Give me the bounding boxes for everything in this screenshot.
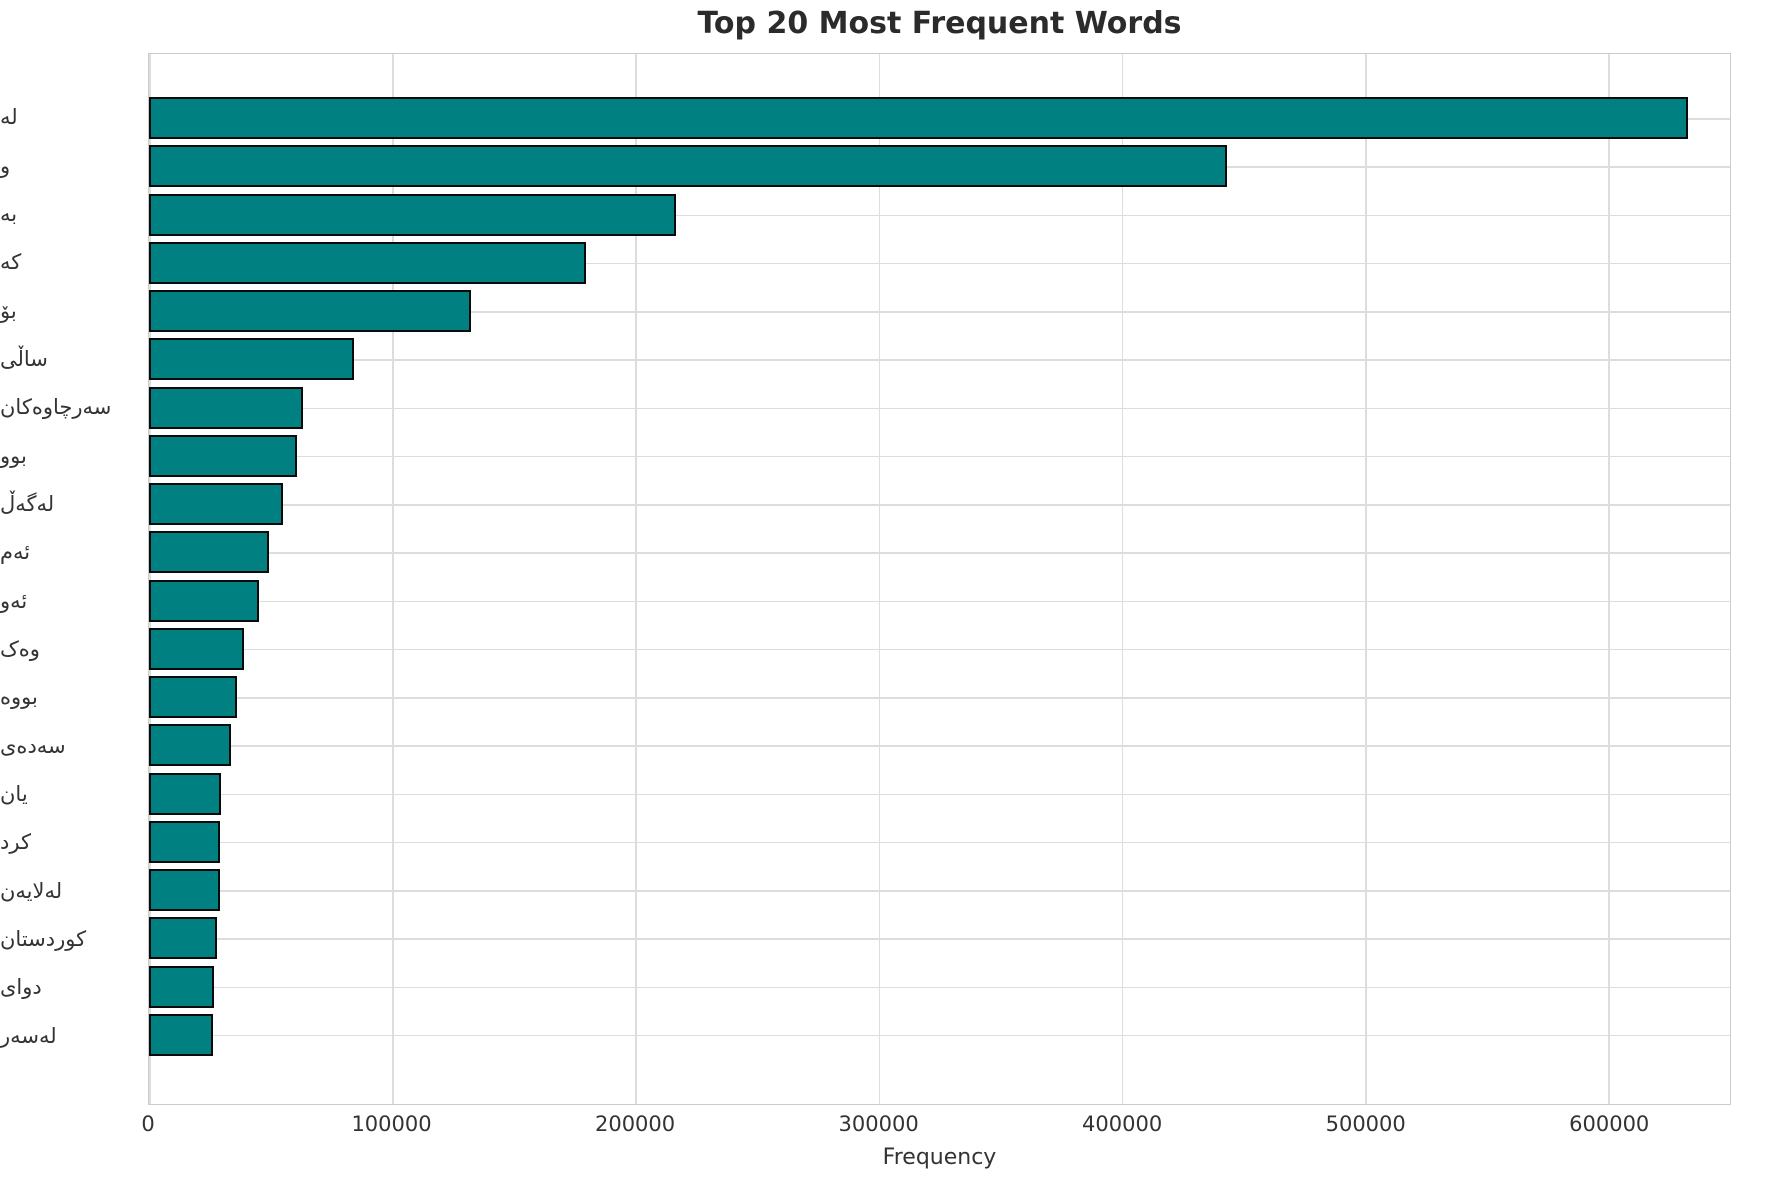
h-gridline: [149, 697, 1730, 699]
y-tick-label: کە: [0, 250, 22, 275]
frequency-bar: [149, 386, 304, 429]
h-gridline: [149, 359, 1730, 361]
h-gridline: [149, 600, 1730, 603]
y-tick-label: بە: [0, 201, 18, 226]
y-axis-labels: لە و بە کە بۆ ساڵی سەرچاوەکان بوو لەگەڵ ئەم ئەو وەک…: [0, 93, 136, 1060]
bar-row: [149, 577, 1730, 625]
y-tick-label: لەسەر: [0, 1023, 57, 1048]
bar-row: [149, 480, 1730, 528]
h-gridline: [149, 407, 1730, 410]
y-tick-label: لەلایەن: [0, 878, 63, 903]
frequency-bar: [149, 483, 283, 526]
frequency-bar: [149, 531, 270, 574]
h-gridline: [149, 986, 1730, 989]
bar-row: [149, 191, 1730, 239]
frequency-bar: [149, 434, 298, 477]
y-tick-label: دوای: [0, 975, 42, 1000]
y-tick-label: لە: [0, 105, 18, 130]
v-gridline: [635, 54, 637, 1104]
bar-row: [149, 1011, 1730, 1059]
h-gridline: [149, 890, 1730, 892]
y-tick-label: کوردستان: [0, 927, 87, 952]
bar-row: [149, 963, 1730, 1011]
y-tick-label: بوو: [0, 443, 27, 468]
frequency-bar: [149, 724, 231, 767]
bar-row: [149, 432, 1730, 480]
h-gridline: [149, 455, 1730, 458]
v-gridline: [1365, 54, 1367, 1104]
bar-row: [149, 142, 1730, 190]
frequency-bar: [149, 193, 676, 236]
frequency-bar: [149, 965, 214, 1008]
h-gridline: [149, 745, 1730, 747]
frequency-bar: [149, 820, 220, 863]
bar-row: [149, 721, 1730, 769]
chart-title: Top 20 Most Frequent Words: [697, 6, 1182, 41]
x-tick-label: 100000: [351, 1112, 432, 1136]
h-gridline: [149, 262, 1730, 265]
v-gridline: [1121, 54, 1124, 1104]
bar-row: [149, 866, 1730, 914]
v-gridline: [878, 54, 881, 1104]
y-tick-label: کرد: [0, 830, 31, 855]
bar-rows: [149, 94, 1730, 1059]
v-gridline: [392, 54, 394, 1104]
frequency-bar: [149, 290, 471, 333]
h-gridline: [149, 504, 1730, 506]
x-tick-label: 600000: [1569, 1112, 1650, 1136]
bar-row: [149, 94, 1730, 142]
y-tick-label: ئەم: [0, 540, 31, 565]
h-gridline: [149, 841, 1730, 844]
frequency-bar: [149, 579, 260, 622]
bar-row: [149, 673, 1730, 721]
frequency-bar: [149, 676, 237, 719]
bar-row: [149, 528, 1730, 576]
h-gridline: [149, 311, 1730, 313]
frequency-bar: [149, 917, 217, 960]
bar-row: [149, 914, 1730, 962]
frequency-bar: [149, 869, 220, 912]
bar-row: [149, 625, 1730, 673]
h-gridline: [149, 214, 1730, 217]
x-axis-ticks: 0 100000 200000 300000 400000 500000 600000: [141, 1112, 1731, 1142]
y-tick-label: لەگەڵ: [0, 491, 55, 516]
frequency-bar: [149, 241, 587, 284]
x-axis-title: Frequency: [882, 1145, 997, 1170]
h-gridline: [149, 793, 1730, 796]
frequency-bar: [149, 627, 244, 670]
bar-row: [149, 287, 1730, 335]
bar-row: [149, 335, 1730, 383]
bar-row: [149, 770, 1730, 818]
y-tick-label: وەک: [0, 636, 40, 661]
plot-area: [148, 53, 1731, 1105]
y-tick-label: بۆ: [0, 298, 17, 323]
y-tick-label: ئەو: [0, 588, 28, 613]
h-gridline: [149, 648, 1730, 651]
h-gridline: [149, 1034, 1730, 1037]
bar-row: [149, 239, 1730, 287]
y-tick-label: سەرچاوەکان: [0, 395, 112, 420]
v-gridline: [1608, 54, 1610, 1104]
bar-row: [149, 384, 1730, 432]
h-gridline: [149, 552, 1730, 554]
frequency-bar: [149, 145, 1227, 188]
y-tick-label: ساڵی: [0, 346, 48, 371]
x-tick-label: 400000: [1082, 1112, 1163, 1136]
h-gridline: [149, 938, 1730, 940]
x-tick-label: 300000: [838, 1112, 919, 1136]
bar-row: [149, 818, 1730, 866]
y-tick-label: یان: [0, 781, 28, 806]
frequency-bar: [149, 97, 1688, 140]
frequency-bar: [149, 1013, 213, 1056]
y-tick-label: سەدەی: [0, 733, 66, 758]
x-tick-label: 500000: [1325, 1112, 1406, 1136]
x-tick-label: 200000: [594, 1112, 676, 1136]
v-gridline: [149, 54, 151, 1104]
y-tick-label: و: [0, 153, 11, 178]
y-tick-label: بووە: [0, 685, 38, 710]
frequency-bar: [149, 338, 355, 381]
x-tick-label: 0: [141, 1112, 155, 1136]
frequency-bar: [149, 772, 221, 815]
